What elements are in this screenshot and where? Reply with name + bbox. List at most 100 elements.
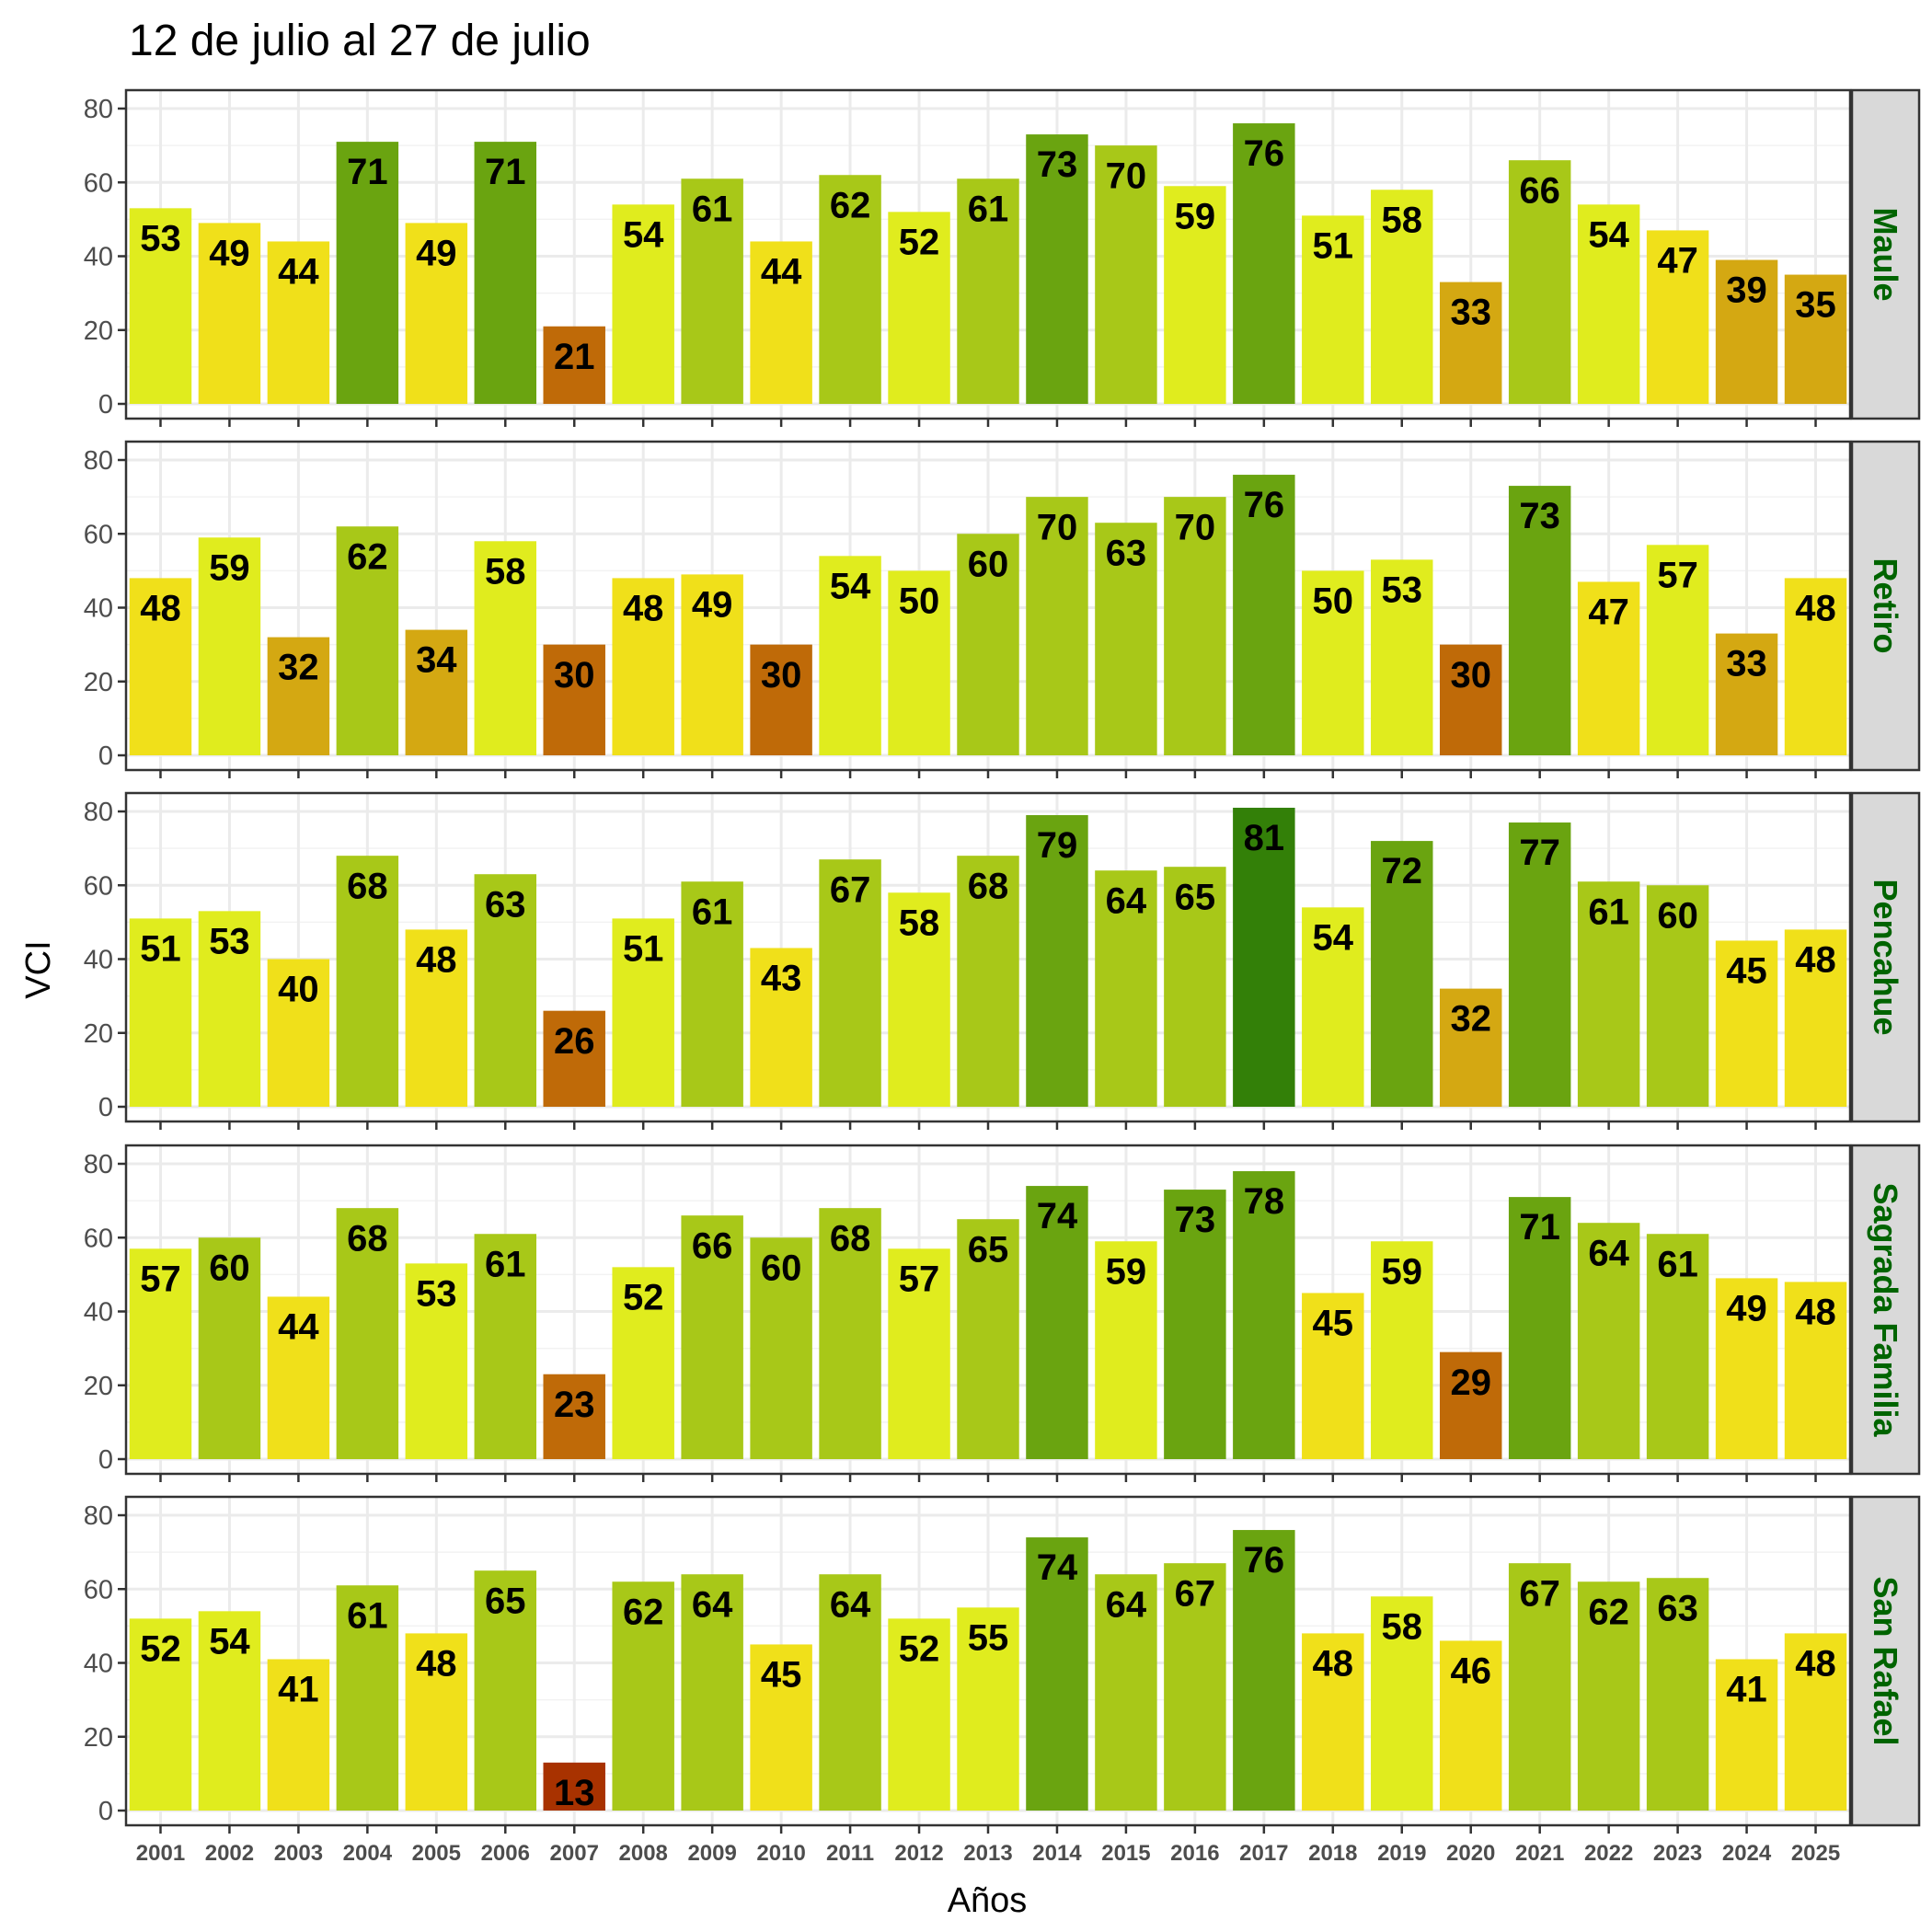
bar bbox=[612, 1581, 674, 1811]
data-label: 54 bbox=[209, 1621, 250, 1662]
data-label: 35 bbox=[1795, 285, 1836, 326]
bar bbox=[819, 1208, 881, 1459]
panel-border bbox=[124, 1495, 1852, 1827]
data-label: 32 bbox=[278, 648, 319, 688]
bar bbox=[405, 629, 468, 755]
bar bbox=[1302, 1293, 1364, 1459]
bar bbox=[1646, 545, 1709, 755]
y-tick-label: 80 bbox=[84, 1501, 113, 1531]
bar bbox=[1715, 1659, 1778, 1811]
data-label: 45 bbox=[1313, 1304, 1354, 1344]
data-label: 53 bbox=[209, 921, 250, 961]
data-label: 64 bbox=[1588, 1233, 1629, 1273]
data-label: 54 bbox=[1313, 917, 1354, 958]
bar bbox=[1439, 988, 1502, 1107]
bar bbox=[1164, 186, 1226, 404]
data-label: 39 bbox=[1726, 270, 1767, 311]
data-label: 61 bbox=[347, 1595, 388, 1636]
data-label: 62 bbox=[347, 536, 388, 577]
bar bbox=[1233, 1530, 1295, 1811]
bar bbox=[198, 911, 261, 1107]
facet-strip-label: Maule bbox=[1867, 207, 1904, 301]
data-label: 68 bbox=[347, 866, 388, 906]
bar bbox=[888, 1248, 950, 1459]
data-label: 71 bbox=[1519, 1207, 1560, 1248]
y-tick-label: 60 bbox=[84, 520, 113, 549]
bar bbox=[681, 1574, 743, 1811]
data-label: 58 bbox=[1382, 200, 1423, 240]
y-tick-label: 20 bbox=[84, 668, 113, 697]
bar bbox=[1302, 570, 1364, 755]
data-label: 59 bbox=[1175, 196, 1216, 236]
bar bbox=[474, 874, 537, 1107]
data-label: 58 bbox=[899, 903, 940, 943]
data-label: 60 bbox=[761, 1248, 802, 1288]
data-label: 64 bbox=[830, 1584, 871, 1625]
data-label: 61 bbox=[692, 189, 733, 229]
data-label: 52 bbox=[899, 1628, 940, 1669]
data-label: 67 bbox=[1175, 1573, 1216, 1614]
bar bbox=[405, 929, 468, 1107]
bar bbox=[612, 578, 674, 755]
data-label: 73 bbox=[1519, 496, 1560, 536]
bar bbox=[1026, 497, 1088, 755]
bar bbox=[1164, 1563, 1226, 1811]
data-label: 52 bbox=[623, 1277, 664, 1317]
chart-title: 12 de julio al 27 de julio bbox=[129, 17, 591, 65]
data-label: 52 bbox=[140, 1628, 181, 1669]
bar bbox=[474, 1234, 537, 1459]
data-label: 63 bbox=[485, 884, 526, 925]
data-label: 60 bbox=[209, 1248, 250, 1288]
bar bbox=[1577, 881, 1640, 1107]
y-tick-label: 80 bbox=[84, 798, 113, 827]
bar bbox=[1371, 1596, 1433, 1811]
y-tick-label: 20 bbox=[84, 1723, 113, 1753]
y-tick-label: 0 bbox=[98, 390, 113, 420]
x-tick-label: 2009 bbox=[687, 1841, 736, 1866]
bar bbox=[819, 556, 881, 755]
data-label: 48 bbox=[140, 589, 181, 629]
facet-panel: 53 49 44 71 49 71 21 54 61 44 62 52 61 73 70 59 76 51 58 33… bbox=[84, 88, 1921, 427]
data-label: 61 bbox=[692, 891, 733, 932]
data-label: 49 bbox=[416, 234, 457, 274]
facet-strip bbox=[1850, 88, 1921, 420]
bar bbox=[1095, 1241, 1157, 1459]
bar bbox=[1233, 475, 1295, 755]
data-label: 68 bbox=[968, 866, 1009, 906]
y-tick-label: 40 bbox=[84, 594, 113, 624]
data-label: 47 bbox=[1657, 241, 1698, 282]
bar bbox=[198, 1237, 261, 1459]
y-tick-label: 60 bbox=[84, 1575, 113, 1604]
data-label: 64 bbox=[1106, 1584, 1147, 1625]
data-label: 45 bbox=[1726, 951, 1767, 992]
data-label: 52 bbox=[899, 222, 940, 262]
data-label: 43 bbox=[761, 959, 802, 999]
bar bbox=[957, 1607, 1019, 1811]
data-label: 48 bbox=[1795, 589, 1836, 629]
y-tick-label: 40 bbox=[84, 243, 113, 272]
data-label: 61 bbox=[968, 189, 1009, 229]
bar bbox=[1577, 581, 1640, 755]
bar bbox=[336, 856, 399, 1107]
bar bbox=[1095, 523, 1157, 755]
facet-strip bbox=[1850, 791, 1921, 1123]
data-label: 70 bbox=[1175, 507, 1216, 547]
bar bbox=[1577, 204, 1640, 404]
bar bbox=[1784, 1633, 1847, 1811]
bar bbox=[405, 223, 468, 404]
bar bbox=[888, 892, 950, 1107]
x-tick-label: 2003 bbox=[274, 1841, 323, 1866]
x-tick-label: 2015 bbox=[1101, 1841, 1150, 1866]
data-label: 34 bbox=[416, 640, 457, 681]
bar bbox=[336, 1208, 399, 1459]
data-label: 78 bbox=[1244, 1181, 1285, 1222]
facet-panels: 53 49 44 71 49 71 21 54 61 44 62 52 61 73 70 59 76 51 58 33… bbox=[84, 88, 1921, 1866]
data-label: 76 bbox=[1244, 485, 1285, 525]
y-tick-label: 60 bbox=[84, 168, 113, 198]
data-label: 49 bbox=[692, 585, 733, 626]
data-label: 57 bbox=[140, 1259, 181, 1299]
facet-strip bbox=[1850, 1144, 1921, 1476]
panel-border bbox=[124, 1144, 1852, 1476]
bar bbox=[1646, 230, 1709, 404]
